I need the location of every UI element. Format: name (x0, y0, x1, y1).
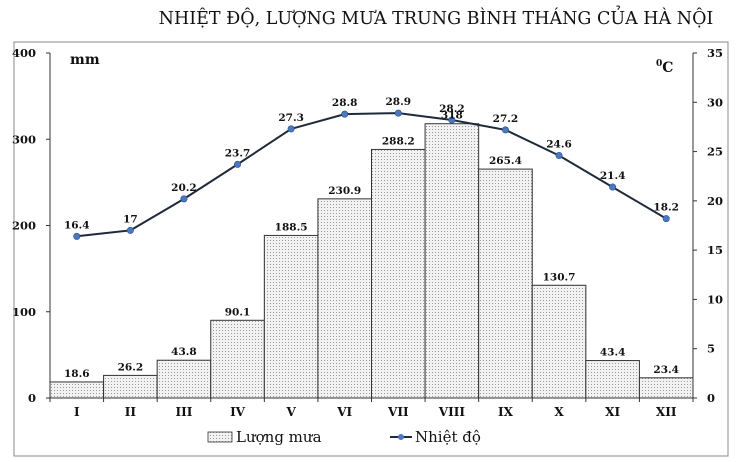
right-axis-unit: 0C (656, 59, 673, 76)
rainfall-bar (156, 359, 212, 399)
rainfall-bar (638, 377, 694, 399)
right-tick-label: 10 (707, 292, 723, 306)
right-tick-label: 30 (707, 95, 723, 109)
x-tick-label: V (285, 405, 296, 419)
left-tick-label: 100 (12, 305, 36, 319)
temperature-point (180, 195, 188, 203)
temperature-point (501, 126, 509, 134)
temperature-line-group (73, 109, 670, 240)
rainfall-value-label: 265.4 (489, 155, 522, 167)
rainfall-value-label: 288.2 (382, 135, 415, 147)
left-axis-unit: mm (70, 52, 100, 68)
temperature-line (76, 112, 667, 238)
x-tick-label: IX (498, 405, 514, 419)
x-tick-label: X (554, 405, 564, 419)
right-tick-label: 20 (707, 194, 723, 208)
right-tick-label: 15 (707, 243, 723, 257)
right-tick-label: 35 (707, 46, 723, 60)
rainfall-bar (424, 123, 480, 399)
temperature-point (234, 160, 242, 168)
temperature-value-label: 18.2 (653, 202, 679, 214)
temperature-value-label: 24.6 (546, 139, 572, 151)
x-tick-label: I (74, 405, 80, 419)
temperature-point (555, 152, 563, 160)
legend-swatch-rainfall (207, 431, 233, 443)
right-tick-label: 5 (707, 342, 715, 356)
rainfall-value-label: 90.1 (225, 306, 251, 318)
temperature-point (126, 226, 134, 234)
temperature-point (609, 183, 617, 191)
left-tick-label: 200 (12, 219, 36, 233)
rainfall-bar (371, 148, 426, 399)
legend-marker-temperature (398, 434, 404, 440)
x-tick-label: III (176, 405, 193, 419)
temperature-value-label: 17 (123, 213, 138, 225)
x-tick-label: VI (336, 405, 352, 419)
rainfall-bar (531, 284, 587, 399)
temperature-point (341, 110, 349, 118)
chart-border (13, 41, 729, 457)
temperature-point (448, 116, 456, 124)
legend: Lượng mưa Nhiệt độ (207, 428, 481, 446)
rainfall-value-label: 43.4 (600, 347, 626, 359)
rainfall-bar (317, 198, 372, 399)
chart-title: NHIỆT ĐỘ, LƯỢNG MƯA TRUNG BÌNH THÁNG CỦA… (159, 6, 714, 29)
rainfall-bar (585, 360, 640, 399)
rainfall-value-label: 130.7 (543, 271, 576, 283)
left-tick-label: 0 (28, 391, 36, 405)
legend-label-rainfall: Lượng mưa (236, 428, 322, 446)
right-axis-unit-sup: 0 (656, 59, 662, 69)
x-tick-label: II (125, 405, 137, 419)
rainfall-bar (263, 234, 319, 399)
temperature-value-label: 20.2 (171, 182, 197, 194)
rainfall-value-label: 188.5 (275, 221, 308, 233)
rainfall-bar (103, 374, 158, 399)
temperature-value-label: 28.2 (439, 103, 465, 115)
rainfall-value-label: 43.8 (171, 346, 197, 358)
rainfall-value-label: 23.4 (653, 364, 679, 376)
rainfall-value-label: 26.2 (118, 361, 144, 373)
temperature-point (394, 109, 402, 117)
temperature-point (73, 232, 81, 240)
temperature-value-label: 16.4 (64, 219, 90, 231)
legend-label-temperature: Nhiệt độ (415, 428, 481, 446)
right-axis-unit-letter: C (662, 60, 673, 76)
bars-group (49, 123, 694, 399)
rainfall-value-label: 318 (441, 110, 463, 122)
x-tick-label: VII (387, 405, 409, 419)
left-tick-label: 300 (12, 132, 36, 146)
rainfall-bar (478, 168, 533, 399)
temperature-point (287, 125, 295, 133)
x-tick-label: XII (656, 405, 677, 419)
x-tick-label: XI (605, 405, 620, 419)
temperature-value-label: 27.2 (493, 113, 519, 125)
x-tick-label: IV (230, 405, 246, 419)
right-tick-label: 25 (707, 145, 723, 159)
data-labels-group: 18.6 26.2 43.8 90.1 188.5 230.9 288.2 318 265.4 1… (64, 96, 679, 380)
rainfall-bar (210, 319, 265, 399)
temperature-value-label: 23.7 (225, 147, 251, 159)
right-tick-label: 0 (707, 391, 715, 405)
temperature-value-label: 27.3 (278, 112, 304, 124)
left-tick-label: 400 (12, 46, 36, 60)
temperature-point (662, 215, 670, 223)
x-tick-label: VIII (438, 405, 466, 419)
temperature-value-label: 28.9 (386, 96, 412, 108)
rainfall-bar (49, 381, 105, 399)
rainfall-value-label: 230.9 (328, 185, 361, 197)
rainfall-value-label: 18.6 (64, 368, 90, 380)
temperature-value-label: 28.8 (332, 97, 358, 109)
temperature-value-label: 21.4 (600, 170, 626, 182)
